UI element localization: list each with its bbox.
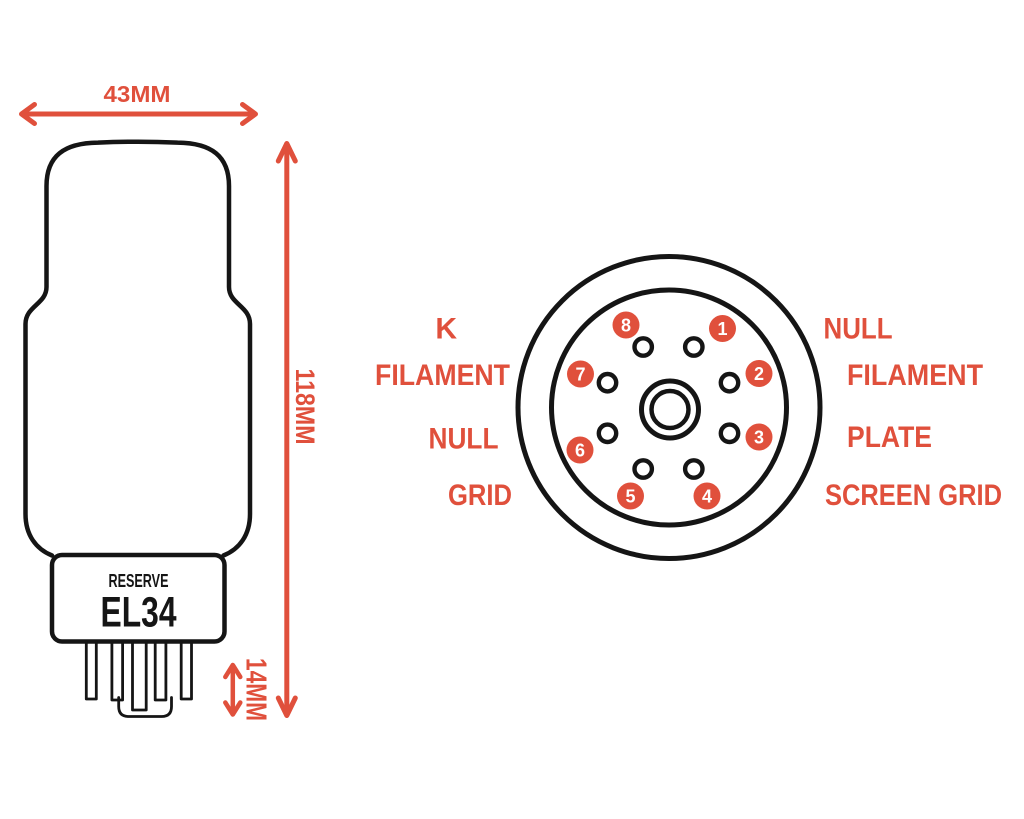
dimension-width: 43MM: [19, 81, 258, 126]
pin-hole-3: [718, 422, 741, 445]
arrowhead-up-icon: [275, 141, 298, 164]
pin-label-3: PLATE: [847, 421, 932, 454]
badge-circle: [745, 360, 773, 387]
pin-badge-7: 7: [567, 360, 594, 388]
tube-key-pin: [131, 640, 148, 712]
pin-number: 7: [575, 364, 585, 384]
tube-glass-outline: [23, 139, 253, 558]
pin-hole-6: [596, 422, 619, 445]
socket-inner-circle: [549, 287, 789, 528]
socket-labels-left: K FILAMENT NULL GRID: [375, 313, 512, 513]
badge-circle: [567, 360, 594, 388]
tube-key-boss: [117, 696, 173, 718]
pin-badge-6: 6: [566, 436, 594, 464]
pin-label-8: K: [435, 313, 457, 346]
pin-hole-7: [596, 371, 619, 394]
arrowhead-down-icon: [223, 700, 243, 717]
pin-hole-4: [682, 458, 705, 480]
pin-badge-2: 2: [745, 360, 773, 387]
tube-pins: [84, 640, 193, 718]
arrowhead-left-icon: [19, 102, 37, 126]
socket-key-outer-circle: [639, 378, 701, 441]
pin-hole-1: [682, 336, 705, 358]
width-dimension-label: 43MM: [104, 81, 171, 107]
socket-pin-badges: 1 2 3 4 5 6 7: [566, 311, 773, 510]
pin-label-4: SCREEN GRID: [825, 479, 1002, 512]
pin-hole-8: [632, 336, 655, 358]
socket-pin-holes: [596, 336, 741, 480]
tube-brand-text: RESERVE: [109, 570, 169, 591]
tube-pin: [84, 640, 98, 701]
pin-label-1: NULL: [824, 313, 893, 346]
pin-number: 2: [754, 364, 764, 384]
pin-number: 5: [625, 486, 635, 506]
pin-label-2: FILAMENT: [847, 359, 983, 392]
socket-key-inner-circle: [649, 388, 691, 431]
badge-circle: [612, 311, 640, 339]
pin-number: 8: [621, 315, 631, 335]
pin-number: 1: [717, 319, 727, 339]
pin-badge-1: 1: [709, 315, 736, 342]
dimension-height: 118MM: [275, 141, 320, 718]
pin-label-5: GRID: [448, 479, 512, 512]
pin-badge-3: 3: [745, 423, 773, 451]
pin-number: 6: [575, 440, 585, 460]
pin-badge-4: 4: [693, 482, 721, 510]
tube-pin: [110, 640, 124, 702]
pin-hole-5: [632, 458, 655, 480]
tube-side-view: RESERVE EL34: [23, 139, 253, 718]
tube-base: [49, 552, 227, 644]
badge-circle: [617, 482, 644, 510]
arrowhead-right-icon: [240, 102, 258, 126]
pin-label-7: FILAMENT: [375, 359, 510, 392]
tube-pin: [153, 640, 168, 702]
arrowhead-up-icon: [223, 662, 243, 680]
badge-circle: [693, 482, 721, 510]
dimension-pin-length: 14MM: [223, 658, 272, 721]
pin-badge-8: 8: [612, 311, 640, 339]
pin-badge-5: 5: [617, 482, 644, 510]
socket-labels-right: NULL FILAMENT PLATE SCREEN GRID: [824, 313, 1003, 513]
socket-outer-circle: [515, 254, 823, 561]
badge-circle: [745, 423, 773, 451]
badge-circle: [566, 436, 594, 464]
pin-hole-2: [718, 371, 741, 394]
pin-number: 4: [702, 486, 712, 506]
pin-number: 3: [754, 427, 764, 447]
height-dimension-label: 118MM: [290, 369, 320, 445]
pin-label-6: NULL: [429, 423, 499, 456]
tube-model-text: EL34: [101, 589, 177, 637]
socket-bottom-view: 1 2 3 4 5 6 7: [375, 254, 1003, 561]
pin-length-dimension-label: 14MM: [240, 658, 272, 721]
arrowhead-down-icon: [275, 695, 298, 718]
badge-circle: [709, 315, 736, 342]
tube-pin: [179, 640, 193, 701]
